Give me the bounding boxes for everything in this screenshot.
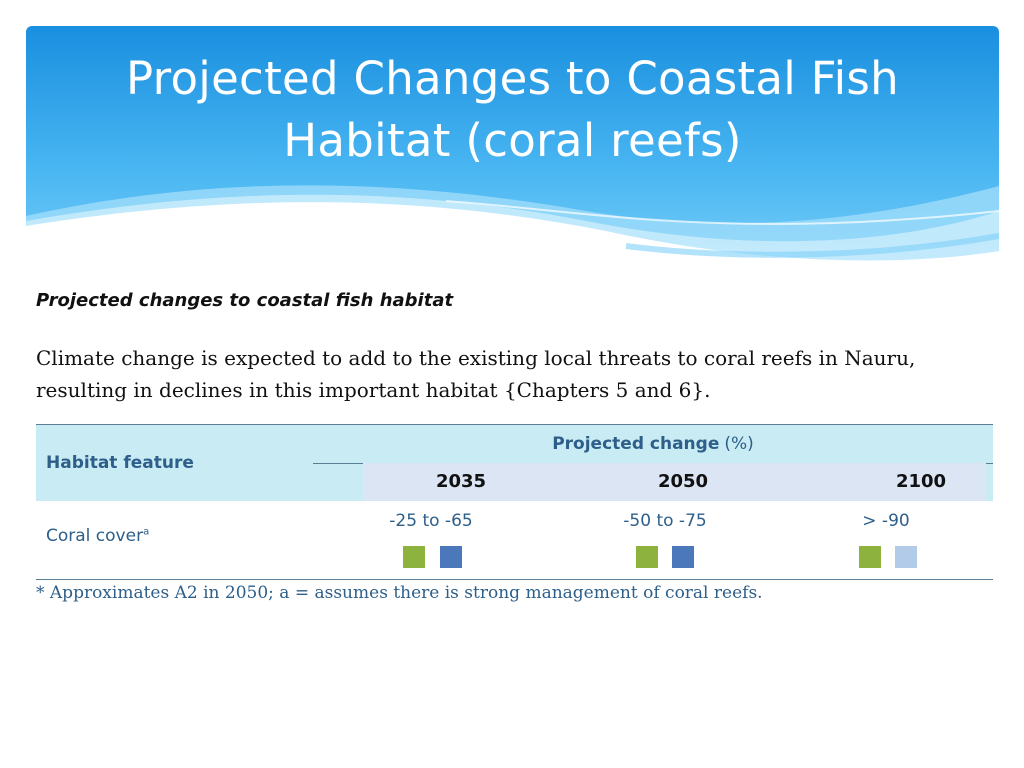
intro-line2: resulting in declines in this important … [36,378,711,402]
header-habitat-feature: Habitat feature [36,425,313,501]
habitat-table: Habitat feature Projected change (%) 203… [36,424,993,580]
value-2100: > -90 [862,511,910,531]
header-gap-right [986,463,993,501]
year-2035: 2035 [435,471,487,492]
header-gap-left [313,463,363,501]
row-label-text: Coral cover [46,526,144,546]
value-2050: -50 to -75 [623,511,707,531]
slide-title: Projected Changes to Coastal Fish Habita… [26,48,999,172]
row-label-superscript: a [143,526,150,538]
header-rule-right [986,463,993,464]
header-projected-unit: (%) [724,434,754,454]
indicator-2035-a [403,546,425,568]
header-projected-change: Projected change (%) [313,425,993,463]
header-projected-label: Projected change [552,434,720,454]
slide-header-banner: Projected Changes to Coastal Fish Habita… [26,26,999,286]
header-rule-left [313,463,363,464]
row-label-coral-cover: Coral covera [46,526,149,546]
intro-line1: Climate change is expected to add to the… [36,346,916,370]
footnote: * Approximates A2 in 2050; a = assumes t… [36,583,763,603]
section-heading: Projected changes to coastal fish habita… [36,290,454,311]
value-2035: -25 to -65 [389,511,473,531]
wave-decoration [26,26,999,286]
indicator-2050-a [636,546,658,568]
year-2050: 2050 [657,471,709,492]
slide-title-line1: Projected Changes to Coastal Fish [125,52,899,105]
header-years-row: 2035 2050 2100 [363,463,986,501]
slide-title-line2: Habitat (coral reefs) [283,114,742,167]
indicator-2035-b [440,546,462,568]
indicator-2050-b [672,546,694,568]
indicator-2100-a [859,546,881,568]
year-2100: 2100 [895,471,947,492]
intro-paragraph: Climate change is expected to add to the… [36,342,1001,406]
indicator-2100-b [895,546,917,568]
